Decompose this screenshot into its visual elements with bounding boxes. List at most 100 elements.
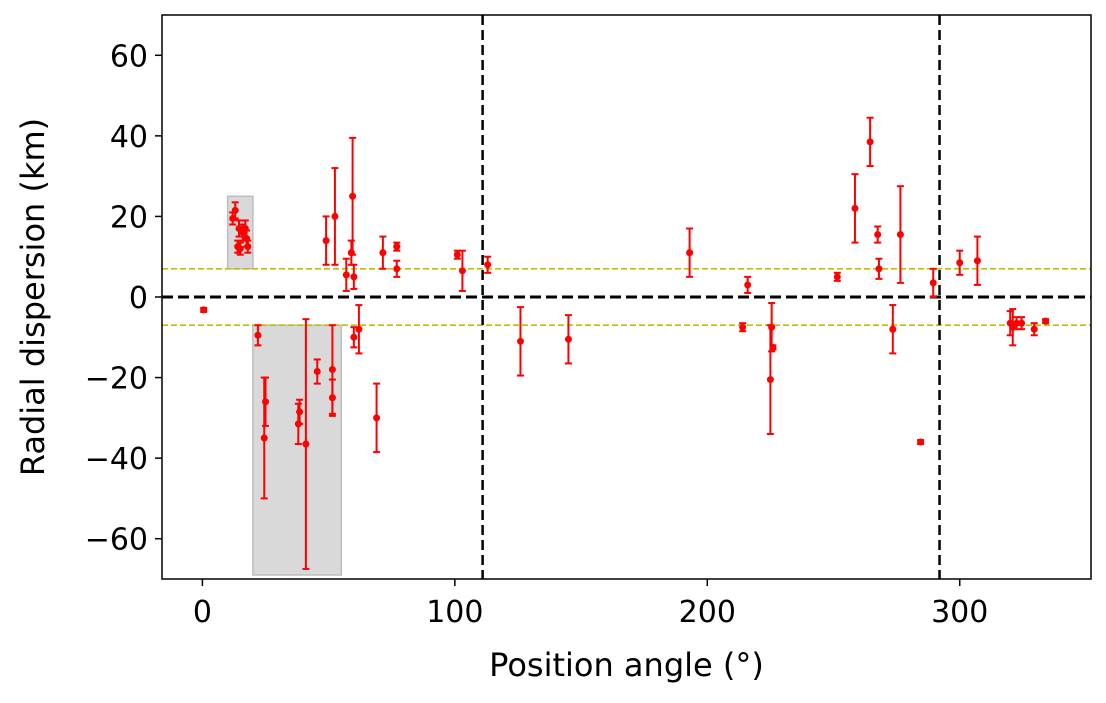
shaded-regions-layer [226, 195, 342, 576]
point-marker [355, 325, 363, 333]
data-point-9 [244, 239, 252, 254]
data-point-36 [686, 227, 694, 278]
y-tick-label: 60 [110, 39, 148, 74]
data-points-layer [200, 116, 1050, 570]
point-marker [833, 273, 841, 281]
point-marker [200, 306, 208, 314]
y-axis-label: Radial dispersion (km) [14, 118, 52, 476]
data-point-12 [262, 376, 270, 427]
point-marker [1030, 325, 1038, 333]
point-marker [1042, 317, 1050, 325]
point-marker [350, 273, 358, 281]
point-marker [766, 376, 774, 384]
point-marker [686, 249, 694, 257]
data-point-26 [355, 304, 363, 355]
point-marker [956, 259, 964, 267]
data-point-14 [296, 398, 304, 425]
point-marker [739, 323, 747, 331]
data-point-46 [875, 257, 883, 280]
point-marker [262, 398, 270, 406]
data-point-34 [516, 306, 524, 377]
data-point-27 [373, 382, 381, 454]
point-marker [350, 333, 358, 341]
shaded-region-1 [252, 324, 342, 576]
data-point-47 [889, 304, 897, 355]
point-marker [342, 271, 350, 279]
x-tick-label: 0 [193, 595, 212, 630]
point-marker [875, 265, 883, 273]
y-tick-label: 0 [129, 281, 148, 316]
data-point-58 [1042, 317, 1050, 325]
point-marker [866, 138, 874, 146]
data-point-45 [874, 225, 882, 244]
point-marker [929, 279, 937, 287]
point-marker [302, 440, 310, 448]
x-tick-label: 200 [679, 595, 736, 630]
point-marker [231, 206, 239, 214]
data-point-39 [766, 324, 774, 435]
point-marker [236, 245, 244, 253]
data-point-17 [322, 215, 330, 266]
point-marker [1013, 319, 1021, 327]
shaded-region-0 [226, 195, 254, 270]
data-point-43 [851, 173, 859, 244]
y-tick-label: −40 [85, 442, 148, 477]
point-marker [769, 343, 777, 351]
point-marker [453, 251, 461, 259]
point-marker [458, 267, 466, 275]
data-point-37 [739, 322, 747, 333]
point-marker [260, 434, 268, 442]
point-marker [393, 243, 401, 251]
data-point-20 [331, 167, 339, 266]
point-marker [516, 337, 524, 345]
data-point-10 [254, 324, 262, 347]
point-marker [564, 335, 572, 343]
y-tick-label: −20 [85, 362, 148, 397]
data-point-52 [973, 235, 981, 286]
x-axis-label: Position angle (°) [489, 646, 764, 684]
y-tick-label: 20 [110, 200, 148, 235]
point-marker [331, 212, 339, 220]
data-point-57 [1030, 322, 1038, 337]
data-point-41 [769, 343, 777, 351]
data-point-48 [896, 185, 904, 284]
data-point-50 [929, 267, 937, 298]
data-point-5 [236, 241, 244, 256]
data-point-29 [393, 259, 401, 278]
point-marker [874, 231, 882, 239]
point-marker [744, 281, 752, 289]
y-tick-label: 40 [110, 120, 148, 155]
data-point-30 [393, 241, 401, 252]
point-marker [349, 192, 357, 200]
point-marker [313, 368, 321, 376]
data-point-35 [564, 314, 572, 365]
point-marker [328, 366, 336, 374]
data-point-15 [302, 318, 310, 570]
x-tick-label: 300 [931, 595, 988, 630]
point-marker [889, 325, 897, 333]
data-point-25 [350, 263, 358, 290]
point-marker [254, 331, 262, 339]
data-point-51 [956, 249, 964, 276]
point-marker [1018, 319, 1026, 327]
point-marker [973, 257, 981, 265]
point-marker [484, 261, 492, 269]
point-marker [896, 231, 904, 239]
data-point-28 [379, 235, 387, 270]
y-tick-label: −60 [85, 523, 148, 558]
point-marker [296, 408, 304, 416]
data-point-19 [328, 324, 336, 415]
point-marker [768, 323, 776, 331]
data-point-56 [1018, 316, 1026, 331]
point-marker [244, 243, 252, 251]
data-point-2 [231, 201, 239, 220]
point-marker [373, 414, 381, 422]
point-marker [322, 237, 330, 245]
data-point-44 [866, 116, 874, 168]
data-point-0 [200, 306, 208, 314]
data-point-49 [917, 438, 925, 446]
data-point-33 [484, 255, 492, 274]
